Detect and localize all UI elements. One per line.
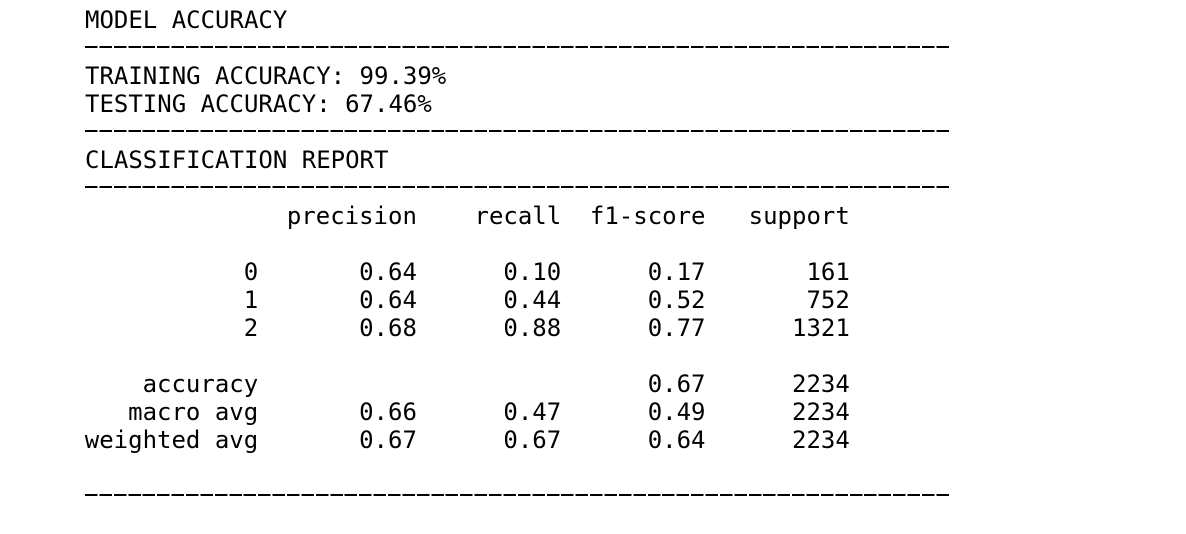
accuracy-line: TRAINING ACCURACY: 99.39%	[85, 62, 446, 90]
row-label: 1	[243, 286, 259, 314]
separator	[85, 130, 951, 132]
separator	[85, 46, 951, 48]
separator	[85, 494, 951, 496]
metric-cell: 0.67	[359, 426, 417, 454]
metric-cell: 0.47	[503, 398, 562, 426]
accuracy-label: TRAINING ACCURACY:	[85, 62, 346, 90]
metric-cell: 0.64	[359, 258, 417, 286]
metric-cell: 0.10	[503, 258, 562, 286]
metric-cell: 0.17	[647, 258, 706, 286]
metric-cell: 0.68	[359, 314, 417, 342]
row-label: macro avg	[128, 398, 259, 426]
row-label: 2	[243, 314, 259, 342]
accuracy-value: 67.46%	[345, 90, 432, 118]
row-label: weighted avg	[84, 426, 259, 454]
metric-cell: 0.67	[647, 370, 706, 398]
separator	[85, 186, 951, 188]
metric-cell: 0.66	[359, 398, 417, 426]
metric-cell: 0.64	[359, 286, 417, 314]
accuracy-label: TESTING ACCURACY:	[85, 90, 331, 118]
metric-cell: 0.52	[647, 286, 706, 314]
row-label: accuracy	[142, 370, 259, 398]
metric-cell: 2234	[792, 398, 850, 426]
column-header: recall	[474, 202, 562, 230]
metric-cell: 0.44	[503, 286, 562, 314]
metric-cell: 161	[806, 258, 850, 286]
column-header: f1-score	[589, 202, 706, 230]
metric-cell: 2234	[792, 370, 850, 398]
metric-cell: 0.49	[647, 398, 706, 426]
section-title: CLASSIFICATION REPORT	[85, 146, 389, 174]
metric-cell: 2234	[792, 426, 850, 454]
metric-cell: 0.67	[503, 426, 562, 454]
metric-cell: 0.64	[647, 426, 706, 454]
accuracy-line: TESTING ACCURACY: 67.46%	[85, 90, 432, 118]
column-header: support	[748, 202, 850, 230]
section-title: MODEL ACCURACY	[85, 6, 288, 34]
accuracy-value: 99.39%	[359, 62, 447, 90]
column-header: precision	[286, 202, 417, 230]
metric-cell: 0.88	[503, 314, 562, 342]
row-label: 0	[243, 258, 259, 286]
metric-cell: 1321	[792, 314, 850, 342]
metric-cell: 752	[806, 286, 850, 314]
metric-cell: 0.77	[647, 314, 706, 342]
